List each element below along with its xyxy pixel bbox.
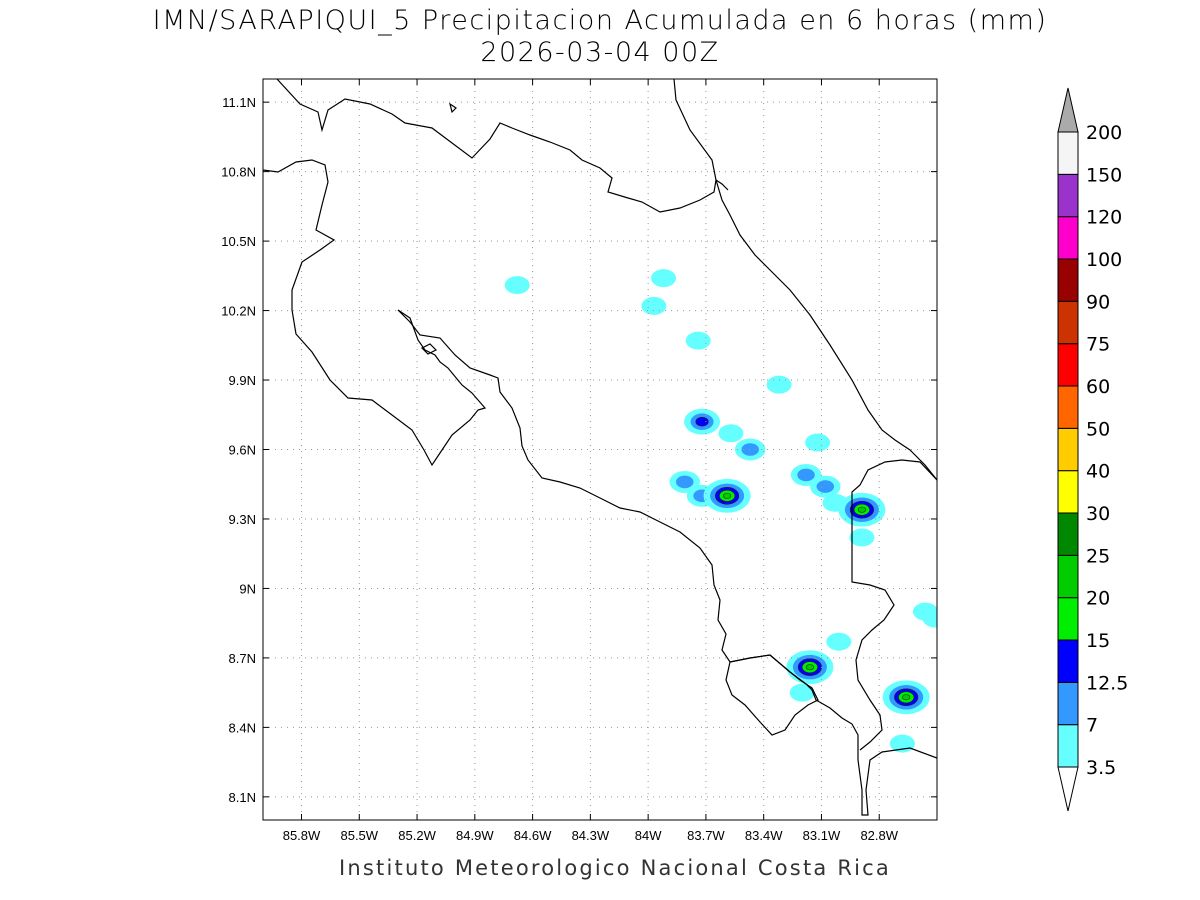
lat-tick-label: 8.4N [229, 720, 256, 735]
lon-tick-label: 85.8W [283, 828, 321, 843]
colorbar-swatch [1057, 385, 1079, 429]
pacific-coast-north [263, 159, 487, 467]
lon-tick-label: 85.5W [340, 828, 378, 843]
precip-cell [504, 276, 530, 295]
colorbar-label: 200 [1086, 122, 1122, 144]
lon-tick-label: 84W [635, 828, 662, 843]
small-island [449, 102, 457, 114]
colorbar-swatch [1057, 554, 1079, 599]
chart-subtitle: 2026-03-04 00Z [480, 37, 720, 68]
colorbar-label: 120 [1086, 207, 1122, 229]
lon-tick-label: 83.4W [745, 828, 783, 843]
lon-tick-label: 84.9W [456, 828, 494, 843]
colorbar-label: 25 [1086, 545, 1110, 567]
lon-tick-label: 83.1W [803, 828, 841, 843]
precip-cell [805, 433, 831, 452]
colorbar-swatch [1057, 216, 1079, 260]
lat-tick-label: 9.3N [229, 512, 256, 527]
lon-tick-label: 83.7W [687, 828, 725, 843]
panama-border [851, 459, 937, 751]
colorbar-swatch [1057, 724, 1079, 768]
colorbar-label: 100 [1086, 249, 1122, 271]
chart-title: IMN/SARAPIQUI_5 Precipitacion Acumulada … [152, 5, 1048, 36]
colorbar-label: 50 [1086, 418, 1110, 440]
precip-cell [695, 416, 709, 427]
colorbar-swatch [1057, 470, 1079, 514]
coastline-layer [263, 79, 937, 816]
colorbar-swatch [1057, 512, 1079, 556]
colorbar-swatch [1057, 131, 1079, 175]
colorbar-label: 30 [1086, 503, 1110, 525]
precip-cell [902, 694, 911, 701]
colorbar: 3.5 7 12.5 15 20 25 30 40 50 60 75 90 100 120 150 200 [1057, 87, 1128, 812]
lon-tick-label: 84.3W [572, 828, 610, 843]
precip-cell [797, 468, 815, 482]
colorbar-swatch [1057, 681, 1079, 726]
lat-tick-label: 9.6N [229, 443, 256, 458]
precip-cell [805, 664, 814, 671]
colorbar-label: 150 [1086, 164, 1122, 186]
precip-cell [723, 492, 732, 499]
colorbar-swatch [1057, 343, 1079, 387]
colorbar-label: 90 [1086, 291, 1110, 313]
colorbar-label: 20 [1086, 588, 1110, 610]
osa-peninsula [725, 654, 819, 736]
precip-cell [651, 269, 677, 288]
precipitation-layer [504, 269, 937, 753]
colorbar-label: 60 [1086, 376, 1110, 398]
colorbar-swatch [1057, 639, 1079, 683]
caribbean-coast [673, 79, 937, 481]
colorbar-label: 15 [1086, 630, 1110, 652]
precip-cell [826, 632, 852, 651]
lat-tick-label: 9N [239, 581, 256, 596]
colorbar-swatch [1057, 300, 1079, 345]
precip-cell [816, 480, 835, 493]
lat-tick-label: 10.2N [221, 304, 256, 319]
precip-cell [685, 331, 711, 350]
colorbar-over-triangle [1057, 87, 1079, 133]
colorbar-label: 75 [1086, 334, 1110, 356]
precip-cell [857, 506, 866, 513]
pacific-coast-central [397, 309, 937, 816]
lat-tick-label: 8.7N [229, 651, 256, 666]
lat-tick-label: 8.1N [229, 790, 256, 805]
precip-cell [789, 683, 815, 702]
credit-text: Instituto Meteorologico Nacional Costa R… [339, 856, 891, 880]
colorbar-label: 7 [1086, 715, 1098, 737]
precip-cell [675, 475, 694, 489]
lon-tick-label: 82.8W [860, 828, 898, 843]
colorbar-swatch [1057, 427, 1079, 472]
precip-cell [766, 375, 792, 394]
lat-tick-label: 11.1N [222, 95, 256, 110]
colorbar-swatch [1057, 597, 1079, 641]
precip-cell [641, 296, 667, 315]
colorbar-under-triangle [1057, 766, 1079, 812]
latitude-tick-labels: 11.1N 10.8N 10.5N 10.2N 9.9N 9.6N 9.3N 9N 8.7N 8.… [221, 95, 256, 805]
lat-tick-label: 10.5N [221, 234, 256, 249]
longitude-tick-labels: 85.8W 85.5W 85.2W 84.9W 84.6W 84.3W 84W 83.7W 83… [283, 828, 899, 843]
lon-tick-label: 85.2W [398, 828, 436, 843]
graticule [263, 79, 937, 820]
colorbar-swatch [1057, 258, 1079, 302]
colorbar-label: 12.5 [1086, 672, 1128, 694]
precip-cell [718, 424, 744, 443]
nicaragua-costa-rica-coast [276, 79, 729, 213]
precip-cell [849, 528, 875, 547]
lat-tick-label: 9.9N [229, 373, 256, 388]
precip-cell [922, 609, 937, 628]
lat-tick-label: 10.8N [221, 165, 256, 180]
gulf-of-nicoya-island [420, 343, 438, 355]
lon-tick-label: 84.6W [514, 828, 552, 843]
precip-cell [741, 443, 759, 456]
colorbar-swatch [1057, 173, 1079, 218]
map-frame [262, 78, 938, 821]
colorbar-label: 3.5 [1086, 757, 1116, 779]
colorbar-label: 40 [1086, 461, 1110, 483]
